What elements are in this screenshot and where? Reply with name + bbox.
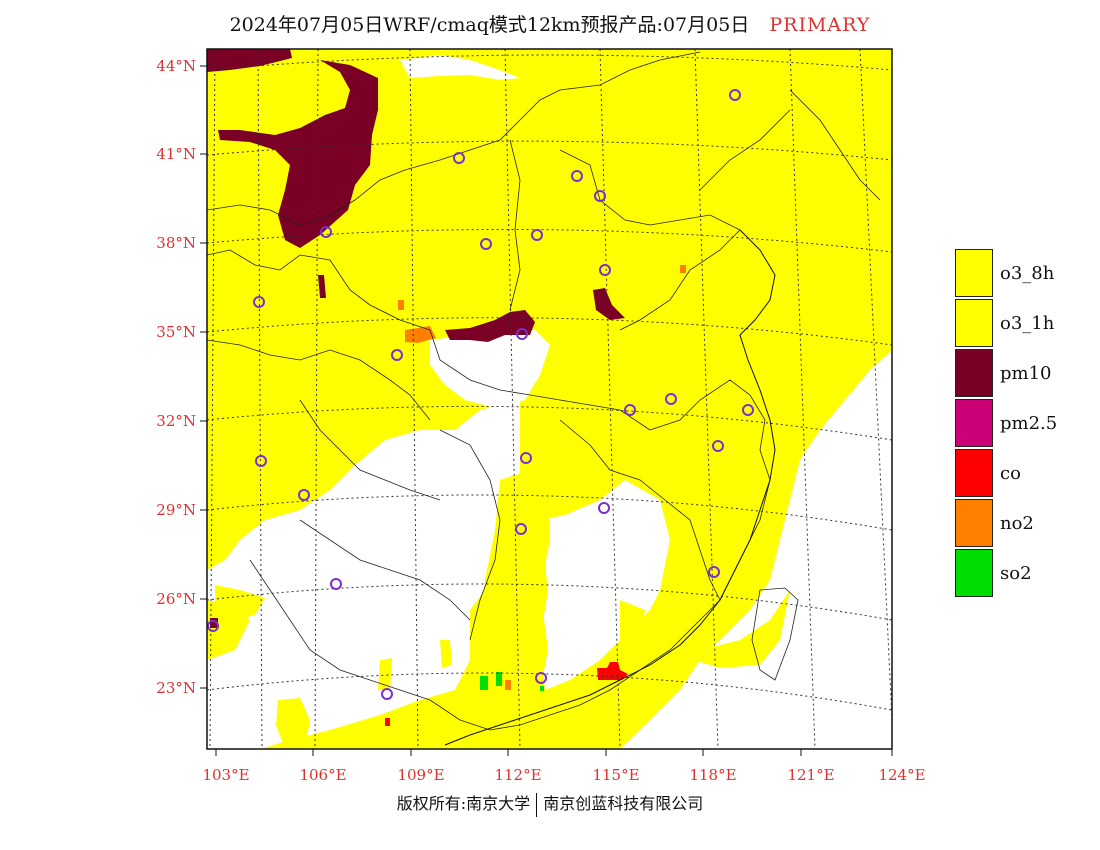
city-marker (253, 296, 265, 308)
city-marker (708, 566, 720, 578)
city-marker (535, 672, 547, 684)
city-marker (598, 502, 610, 514)
legend-label: o3_1h (1000, 312, 1055, 334)
lon-label: 112°E (494, 766, 541, 784)
so2-regions (480, 672, 544, 691)
title-text: 2024年07月05日WRF/cmaq模式12km预报产品:07月05日 (229, 14, 750, 36)
longitude-labels: 103°E 106°E 109°E 112°E 115°E 118°E 121°… (202, 766, 925, 784)
clean-regions (207, 55, 892, 749)
lat-label: 35°N (156, 323, 196, 341)
city-marker (712, 440, 724, 452)
legend-item-o3-8h: o3_8h (955, 248, 1075, 298)
city-marker (207, 620, 219, 632)
legend-item-so2: so2 (955, 548, 1075, 598)
map-frame (206, 48, 893, 750)
city-marker (665, 393, 677, 405)
latitude-labels: 44°N 41°N 38°N 35°N 32°N 29°N 26°N 23°N (156, 57, 196, 697)
legend-item-pm10: pm10 (955, 348, 1075, 398)
map-title: 2024年07月05日WRF/cmaq模式12km预报产品:07月05日 PRI… (0, 10, 1100, 37)
coastline (444, 229, 776, 746)
city-marker (255, 455, 267, 467)
lat-label: 23°N (156, 679, 196, 697)
city-marker (599, 264, 611, 276)
lon-label: 115°E (592, 766, 639, 784)
lat-label: 44°N (156, 57, 196, 75)
legend-label: so2 (1000, 562, 1032, 584)
copyright-right: 南京创蓝科技有限公司 (543, 794, 704, 813)
lon-label: 106°E (299, 766, 346, 784)
lon-label: 118°E (689, 766, 736, 784)
city-marker (571, 170, 583, 182)
legend-label: no2 (1000, 512, 1034, 534)
legend-swatch (955, 399, 993, 447)
city-marker (624, 404, 636, 416)
city-marker (729, 89, 741, 101)
legend-label: pm2.5 (1000, 412, 1058, 434)
copyright-left: 版权所有:南京大学 (396, 794, 531, 813)
city-marker (298, 489, 310, 501)
city-marker (515, 523, 527, 535)
city-markers (207, 89, 754, 700)
tick-marks (200, 65, 893, 756)
legend-swatch (955, 349, 993, 397)
legend-swatch (955, 299, 993, 347)
legend-label: co (1000, 462, 1021, 484)
pollutant-legend: o3_8h o3_1h pm10 pm2.5 co no2 so2 (955, 248, 1075, 598)
lat-label: 41°N (156, 145, 196, 163)
legend-item-co: co (955, 448, 1075, 498)
lon-label: 103°E (202, 766, 249, 784)
lat-label: 32°N (156, 412, 196, 430)
lat-label: 38°N (156, 234, 196, 252)
co-regions (385, 662, 628, 726)
city-marker (480, 238, 492, 250)
legend-label: pm10 (1000, 362, 1052, 384)
lon-label: 124°E (878, 766, 925, 784)
city-marker (381, 688, 393, 700)
legend-label: o3_8h (1000, 262, 1055, 284)
graticule (207, 49, 892, 749)
map-area (207, 49, 892, 749)
city-marker (516, 328, 528, 340)
legend-item-pm25: pm2.5 (955, 398, 1075, 448)
legend-swatch (955, 499, 993, 547)
city-marker (330, 578, 342, 590)
legend-swatch (955, 549, 993, 597)
city-marker (391, 349, 403, 361)
lon-label: 121°E (787, 766, 834, 784)
lat-label: 26°N (156, 590, 196, 608)
copyright: 版权所有:南京大学 南京创蓝科技有限公司 (0, 790, 1100, 817)
lon-label: 109°E (397, 766, 444, 784)
legend-item-no2: no2 (955, 498, 1075, 548)
o3-patches-south (215, 470, 790, 749)
city-marker (453, 152, 465, 164)
primary-tag: PRIMARY (769, 14, 871, 36)
legend-swatch (955, 249, 993, 297)
city-marker (320, 226, 332, 238)
lat-label: 29°N (156, 501, 196, 519)
city-marker (531, 229, 543, 241)
copyright-separator (536, 792, 538, 817)
legend-swatch (955, 449, 993, 497)
city-marker (742, 404, 754, 416)
legend-item-o3-1h: o3_1h (955, 298, 1075, 348)
city-marker (594, 190, 606, 202)
city-marker (520, 452, 532, 464)
